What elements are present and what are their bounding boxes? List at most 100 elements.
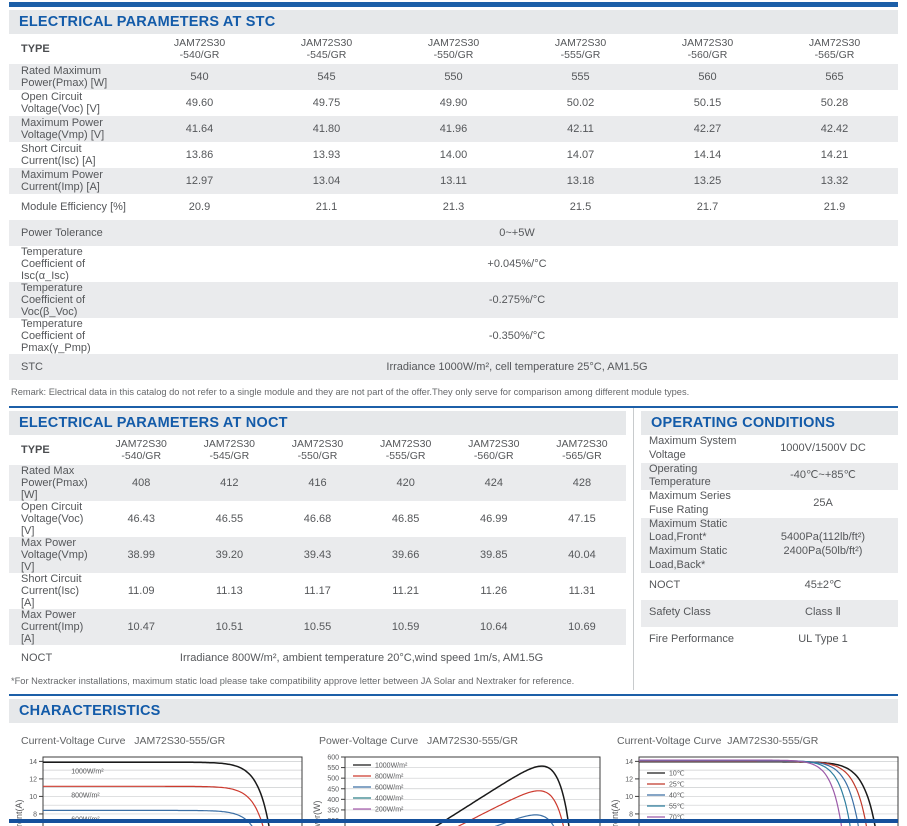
- cell-value: 46.85: [391, 513, 420, 525]
- operating-row-label: Safety Class: [649, 606, 711, 619]
- model-column-header: JAM72S30 -565/GR: [538, 435, 626, 465]
- cell-value: 49.75: [312, 97, 341, 109]
- operating-row-label: Maximum Series Fuse Rating: [649, 490, 731, 516]
- cell-value: 13.32: [820, 175, 849, 187]
- pv-curve-irradiance-chart: Power-Voltage Curve JAM72S30-555/GR 0501…: [311, 731, 609, 826]
- operating-row-value: 25A: [813, 496, 833, 509]
- row-label: Max Power Voltage(Vmp) [V]: [21, 537, 88, 573]
- operating-row: NOCT 45±2℃: [641, 573, 898, 600]
- cell-value: 13.18: [566, 175, 595, 187]
- row-label: Temperature Coefficient of Voc(β_Voc): [21, 282, 86, 318]
- model-column-header-line: -560/GR: [687, 49, 728, 61]
- cell-value: 20.9: [188, 201, 211, 213]
- row-label: Rated Max Power(Pmax) [W]: [21, 465, 88, 501]
- iv-curve-irradiance-plot: 0246810121401020304050Voltage(V)Current(…: [14, 756, 303, 826]
- row-label: NOCT: [21, 652, 53, 664]
- model-column-header-line: JAM72S30: [808, 36, 861, 49]
- cell-value: 50.15: [693, 97, 722, 109]
- noct-table: TYPE JAM72S30 -540/GR JAM72S30 -545/GR JAM72S…: [9, 435, 626, 671]
- operating-row: Maximum Series Fuse Rating 25A: [641, 490, 898, 518]
- row-label: STC: [21, 361, 43, 373]
- row-span-value: Irradiance 800W/m², ambient temperature …: [179, 652, 544, 664]
- model-column-header-line: -555/GR: [385, 450, 426, 462]
- model-column-header-line: JAM72S30: [203, 437, 256, 450]
- noct-column: ELECTRICAL PARAMETERS AT NOCT TYPE JAM72S…: [9, 408, 626, 690]
- cell-value: 21.3: [442, 201, 465, 213]
- cell-value: 560: [698, 71, 717, 83]
- model-column-header-line: JAM72S30: [681, 36, 734, 49]
- model-column-header: JAM72S30 -545/GR: [263, 34, 390, 64]
- cell-value: 21.7: [696, 201, 719, 213]
- y-axis-label: Current(A): [14, 799, 24, 826]
- cell-value: 428: [572, 477, 592, 489]
- cell-value: 545: [317, 71, 336, 83]
- y-tick-label: 500: [327, 776, 339, 783]
- cell-value: 39.20: [215, 549, 244, 561]
- row-label: Temperature Coefficient of Pmax(γ_Pmp): [21, 318, 91, 354]
- row-span-value: +0.045%/°C: [487, 258, 547, 270]
- legend-label: 25℃: [669, 782, 685, 789]
- cell-value: 565: [825, 71, 844, 83]
- model-column-header-line: -550/GR: [433, 49, 474, 61]
- operating-row: Safety Class Class Ⅱ: [641, 599, 898, 627]
- model-column-header-line: JAM72S30: [468, 437, 520, 450]
- row-label: Maximum Power Voltage(Vmp) [V]: [21, 117, 105, 141]
- row-label: Max Power Current(Imp) [A]: [21, 609, 84, 645]
- model-column-header: JAM72S30 -540/GR: [97, 435, 185, 465]
- y-tick-label: 10: [625, 794, 633, 801]
- cell-value: 50.02: [566, 97, 595, 109]
- operating-row: Maximum Static Load,Front* Maximum Static…: [641, 517, 898, 573]
- iv-curve-irradiance-chart: Current-Voltage Curve JAM72S30-555/GR 02…: [13, 731, 311, 826]
- y-tick-label: 550: [327, 765, 339, 772]
- series-inline-label: 1000W/m²: [71, 769, 104, 776]
- y-tick-label: 14: [29, 759, 37, 766]
- model-column-header-line: JAM72S30: [554, 36, 607, 49]
- model-column-header: JAM72S30 -550/GR: [390, 34, 517, 64]
- model-column-header-line: -560/GR: [473, 450, 514, 462]
- y-axis-label: Power(W): [312, 800, 322, 826]
- cell-value: 41.64: [185, 123, 214, 135]
- characteristic-charts: Current-Voltage Curve JAM72S30-555/GR 02…: [9, 723, 899, 826]
- y-tick-label: 10: [29, 794, 37, 801]
- model-column-header-line: -540/GR: [179, 49, 220, 61]
- row-label: Rated Maximum Power(Pmax) [W]: [21, 65, 108, 89]
- operating-row-value: -40℃~+85℃: [790, 469, 856, 482]
- model-column-header-line: JAM72S30: [300, 36, 353, 49]
- cell-value: 13.86: [185, 149, 214, 161]
- table-row: Module Efficiency [%] 20.9 21.1 21.3 21.5 21.…: [9, 194, 898, 220]
- legend-label: 400W/m²: [375, 796, 404, 803]
- cell-value: 13.25: [693, 175, 722, 187]
- cell-value: 14.21: [820, 149, 849, 161]
- operating-row: Operating Temperature -40℃~+85℃: [641, 462, 898, 490]
- table-row: NOCT Irradiance 800W/m², ambient temperat…: [9, 645, 626, 671]
- cell-value: 10.64: [480, 621, 508, 633]
- row-label: Module Efficiency [%]: [21, 201, 126, 213]
- series-curve: [43, 809, 253, 826]
- cell-value: 416: [308, 477, 327, 489]
- table-header-row: TYPE JAM72S30 -540/GR JAM72S30 -545/GR JAM72S…: [9, 34, 898, 64]
- cell-value: 21.9: [823, 201, 846, 213]
- cell-value: 46.99: [480, 513, 508, 525]
- cell-value: 11.13: [215, 585, 243, 597]
- cell-value: 38.99: [127, 549, 155, 561]
- cell-value: 13.93: [312, 149, 341, 161]
- row-label: Temperature Coefficient of Isc(α_Isc): [21, 246, 86, 282]
- table-row: Temperature Coefficient of Isc(α_Isc) +0.…: [9, 246, 898, 282]
- model-column-header: JAM72S30 -545/GR: [185, 435, 273, 465]
- section-title-stc: ELECTRICAL PARAMETERS AT STC: [9, 10, 898, 34]
- cell-value: 550: [444, 71, 463, 83]
- cell-value: 21.1: [315, 201, 338, 213]
- table-row: Temperature Coefficient of Voc(β_Voc) -0.…: [9, 282, 898, 318]
- cell-value: 13.11: [440, 175, 467, 187]
- model-column-header-line: -545/GR: [306, 49, 347, 61]
- table-row: Short Circuit Current(Isc) [A] 11.09 11.13…: [9, 573, 626, 609]
- row-label: Open Circuit Voltage(Voc) [V]: [21, 91, 100, 115]
- y-tick-label: 450: [327, 786, 339, 793]
- operating-row: Fire Performance UL Type 1: [641, 627, 898, 654]
- cell-value: 41.96: [439, 123, 468, 135]
- cell-value: 420: [396, 477, 415, 489]
- cell-value: 408: [132, 477, 151, 489]
- divider-rule-2: [9, 694, 898, 696]
- operating-conditions-panel: OPERATING CONDITIONS Maximum System Volt…: [633, 408, 898, 690]
- operating-row-label: NOCT: [649, 579, 681, 592]
